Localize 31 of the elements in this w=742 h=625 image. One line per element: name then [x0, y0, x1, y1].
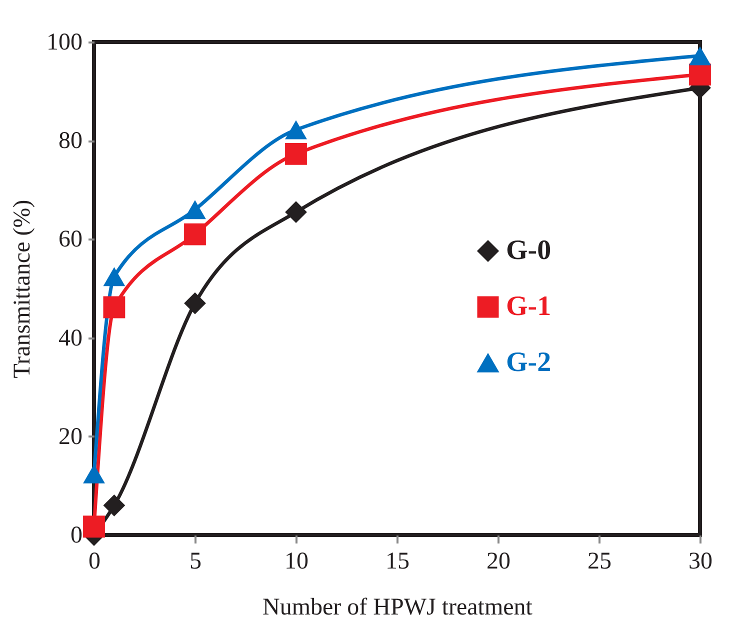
point — [83, 516, 105, 538]
x-axis-title: Number of HPWJ treatment — [262, 594, 533, 620]
y-tick-label: 60 — [58, 226, 82, 253]
point — [689, 46, 711, 66]
x-tick-label: 5 — [190, 548, 202, 574]
point — [83, 464, 105, 484]
y-tick-label: 0 — [70, 522, 82, 548]
x-tick-label: 0 — [88, 548, 100, 574]
point — [285, 142, 307, 165]
y-tick-label: 40 — [58, 325, 82, 352]
point — [184, 200, 206, 220]
y-tick-label: 80 — [58, 128, 82, 154]
point — [285, 120, 307, 140]
x-tick-label: 30 — [688, 548, 712, 574]
point — [103, 494, 126, 516]
x-tick-label: 25 — [588, 548, 612, 574]
x-tick-label: 10 — [284, 548, 308, 574]
point — [184, 292, 206, 314]
x-tick-label: 20 — [486, 548, 510, 574]
point — [103, 296, 126, 318]
legend-label: G-0 — [506, 235, 552, 266]
point — [285, 201, 307, 224]
legend-label: G-1 — [506, 291, 552, 322]
point — [184, 223, 206, 246]
x-tick-label: 15 — [386, 548, 410, 574]
point — [689, 64, 711, 86]
y-axis-title: Transmittance (%) — [10, 200, 36, 378]
y-tick-label: 20 — [58, 424, 82, 450]
legend-label: G-2 — [506, 347, 552, 378]
y-tick-label: 100 — [46, 30, 82, 56]
point — [103, 267, 126, 286]
